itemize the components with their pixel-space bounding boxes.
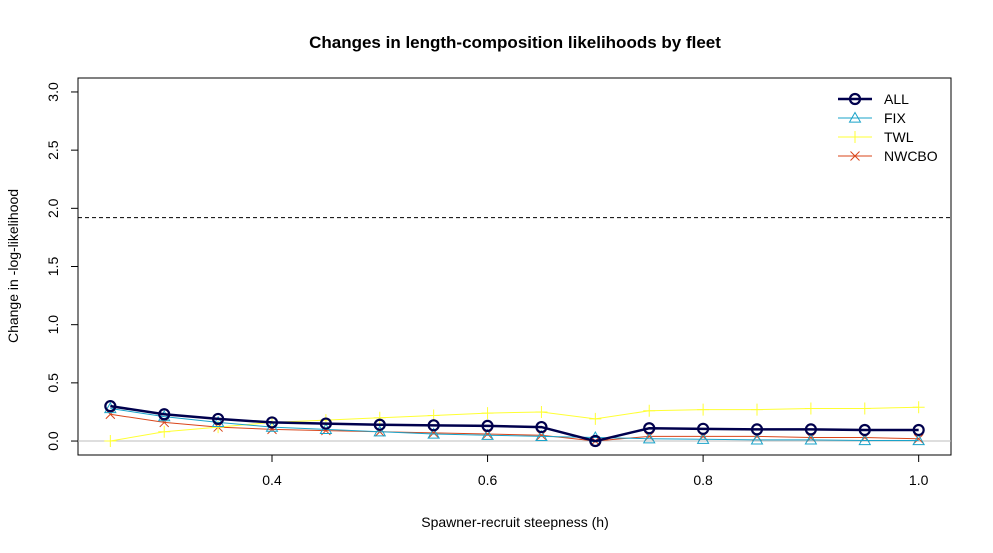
legend-marker-twl [849, 131, 861, 143]
legend-item-fix: FIX [838, 110, 906, 126]
point-all [319, 417, 332, 430]
point-all [858, 423, 871, 437]
point-all [750, 423, 764, 436]
legend-label-nwcbo: NWCBO [884, 148, 938, 164]
legend-marker-nwcbo [850, 151, 860, 161]
y-tick-label: 3.0 [45, 82, 61, 102]
point-all [265, 416, 279, 429]
series-line-nwcbo [110, 413, 919, 442]
series-all [104, 400, 925, 448]
point-fix [157, 410, 171, 422]
y-tick-label: 2.0 [45, 198, 61, 218]
x-axis: 0.4 0.6 0.8 1.0 [262, 455, 929, 488]
y-tick-label: 0.5 [45, 373, 61, 393]
x-tick-label: 1.0 [909, 472, 929, 488]
legend-label-fix: FIX [884, 110, 906, 126]
plot-frame [77, 77, 952, 456]
point-fix [804, 433, 818, 445]
series-line-fix [110, 407, 919, 441]
x-tick-label: 0.4 [262, 472, 282, 488]
point-twl [912, 401, 925, 414]
series-line-all [110, 404, 919, 443]
point-twl [158, 425, 171, 438]
legend-label-twl: TWL [884, 129, 914, 145]
y-tick-label: 2.5 [45, 140, 61, 160]
point-twl [589, 412, 602, 425]
point-fix [642, 432, 656, 444]
y-tick-label: 1.5 [45, 257, 61, 277]
series-layer [103, 400, 926, 448]
point-all [481, 419, 494, 433]
point-fix [427, 427, 441, 439]
y-axis-label: Change in -log-likelihood [5, 189, 21, 343]
point-all [212, 412, 225, 426]
point-fix [750, 433, 764, 445]
point-twl [697, 403, 710, 416]
point-all [804, 423, 817, 436]
point-all [697, 422, 710, 435]
point-fix [912, 433, 926, 446]
point-fix [696, 432, 710, 444]
point-fix [211, 415, 225, 428]
point-all [643, 422, 656, 435]
y-tick-label: 1.0 [45, 315, 61, 335]
y-axis: 0.0 0.5 1.0 1.5 2.0 2.5 3.0 [45, 82, 78, 451]
x-axis-label: Spawner-recruit steepness (h) [421, 514, 609, 530]
point-twl [858, 402, 871, 415]
legend-marker-all [848, 92, 862, 106]
point-all [589, 434, 602, 448]
point-all [373, 418, 386, 431]
x-tick-label: 0.8 [693, 472, 713, 488]
point-twl [481, 407, 494, 420]
series-fix [103, 401, 926, 446]
point-twl [751, 403, 763, 416]
legend-item-nwcbo: NWCBO [838, 148, 938, 164]
point-all [158, 408, 171, 421]
chart-title: Changes in length-composition likelihood… [309, 33, 721, 52]
point-all [535, 420, 548, 434]
x-tick-label: 0.6 [478, 472, 498, 488]
legend: ALL FIX TWL NWCBO [838, 91, 938, 164]
point-all [104, 400, 117, 413]
reference-lines [78, 217, 951, 442]
point-twl [373, 411, 386, 424]
point-fix [481, 428, 494, 440]
point-twl [643, 404, 656, 417]
point-fix [858, 433, 872, 446]
legend-item-all: ALL [838, 91, 909, 107]
point-nwcbo [913, 433, 924, 444]
point-all [912, 423, 925, 437]
point-fix [535, 429, 548, 442]
y-tick-label: 0.0 [45, 431, 61, 451]
point-twl [535, 405, 548, 418]
legend-marker-fix [848, 111, 862, 123]
point-all [427, 419, 440, 432]
legend-item-twl: TWL [838, 129, 914, 145]
point-fix [373, 425, 387, 437]
legend-label-all: ALL [884, 91, 909, 107]
point-twl [104, 435, 117, 448]
point-twl [804, 402, 817, 415]
